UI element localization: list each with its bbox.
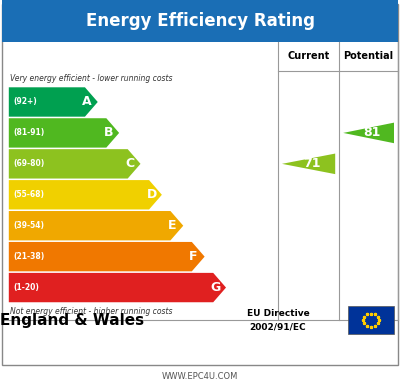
Text: G: G	[211, 281, 221, 294]
Text: (69-80): (69-80)	[14, 159, 45, 168]
Text: Very energy efficient - lower running costs: Very energy efficient - lower running co…	[10, 74, 172, 83]
Text: England & Wales: England & Wales	[0, 313, 144, 327]
Text: Energy Efficiency Rating: Energy Efficiency Rating	[86, 12, 314, 30]
Text: B: B	[104, 126, 113, 139]
Text: Current: Current	[288, 52, 330, 61]
Text: Potential: Potential	[344, 52, 394, 61]
Text: C: C	[125, 158, 134, 170]
Text: (39-54): (39-54)	[14, 221, 45, 230]
Text: 2002/91/EC: 2002/91/EC	[250, 322, 306, 332]
Text: (55-68): (55-68)	[14, 190, 45, 199]
Polygon shape	[282, 154, 335, 174]
Text: (1-20): (1-20)	[14, 283, 40, 292]
Text: D: D	[146, 188, 157, 201]
Bar	[348, 306, 394, 334]
Polygon shape	[9, 242, 205, 271]
Bar	[2, 0, 398, 42]
Text: E: E	[168, 219, 176, 232]
Text: WWW.EPC4U.COM: WWW.EPC4U.COM	[162, 372, 238, 381]
Text: 71: 71	[303, 158, 320, 170]
Polygon shape	[9, 118, 119, 147]
Polygon shape	[9, 273, 226, 302]
Text: (21-38): (21-38)	[14, 252, 45, 261]
Text: F: F	[189, 250, 198, 263]
Polygon shape	[9, 149, 140, 178]
Text: Not energy efficient - higher running costs: Not energy efficient - higher running co…	[10, 307, 172, 316]
Polygon shape	[9, 87, 98, 117]
Text: (81-91): (81-91)	[14, 128, 45, 137]
Polygon shape	[9, 180, 162, 210]
Polygon shape	[9, 211, 183, 241]
Text: 81: 81	[363, 126, 380, 139]
Polygon shape	[343, 123, 394, 143]
Text: EU Directive: EU Directive	[247, 308, 309, 318]
Text: (92+): (92+)	[14, 97, 37, 106]
Text: A: A	[82, 95, 92, 109]
